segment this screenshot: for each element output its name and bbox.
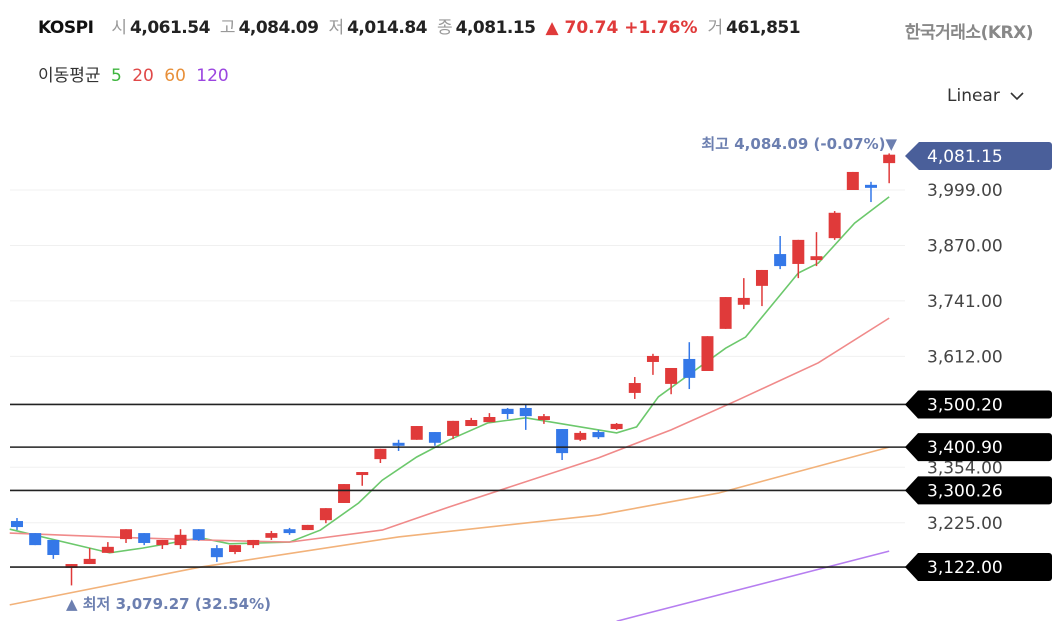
candle-up	[846, 171, 859, 190]
candle-up	[610, 423, 623, 430]
price-line-tag	[905, 476, 1052, 505]
candle-down	[774, 254, 787, 267]
chevron-down-icon	[1010, 91, 1024, 100]
change-percent: +1.76%	[624, 18, 698, 38]
candle-down	[864, 184, 877, 188]
candle-up	[755, 269, 768, 286]
high-label: 고	[219, 18, 236, 38]
candle-up	[628, 383, 641, 393]
candle-up	[665, 367, 678, 384]
candle-down	[501, 408, 514, 414]
candle-up	[646, 355, 659, 362]
min-price-label: ▲ 최저 3,079.27 (32.54%)	[66, 595, 271, 613]
change-value: ▲ 70.74	[545, 18, 619, 38]
max-price-label: 최고 4,084.09 (-0.07%)▼	[701, 135, 897, 153]
candle-up	[83, 558, 96, 565]
open-label: 시	[111, 18, 128, 38]
candle-up	[737, 297, 750, 305]
candle-up	[719, 297, 732, 329]
ma-5[interactable]: 5	[110, 66, 122, 86]
close-value: 4,081.15	[455, 18, 536, 38]
candle-up	[483, 416, 496, 423]
ma-line-5	[9, 196, 890, 554]
y-tick-label: 3,741.00	[927, 292, 1003, 312]
candle-down	[428, 432, 441, 443]
candle-down	[192, 529, 205, 540]
candle-up	[828, 212, 841, 239]
candle-up	[65, 564, 78, 568]
candle-up	[120, 529, 133, 540]
candle-up	[301, 524, 314, 531]
candle-down	[683, 358, 696, 378]
candle-up	[537, 416, 550, 421]
moving-average-legend: 이동평균 5 20 60 120	[38, 61, 234, 86]
close-label: 종	[436, 18, 453, 38]
price-line-label: 3,400.90	[927, 438, 1003, 458]
ma-60[interactable]: 60	[164, 66, 186, 86]
candle-down	[47, 539, 60, 556]
y-tick-label: 3,225.00	[927, 514, 1003, 534]
ma-20[interactable]: 20	[132, 66, 154, 86]
y-tick-label: 3,354.00	[927, 458, 1003, 478]
candle-up	[174, 534, 187, 546]
candle-up	[701, 336, 714, 371]
candle-down	[138, 533, 151, 543]
candle-up	[374, 448, 387, 460]
y-tick-label: 3,612.00	[927, 347, 1003, 367]
candle-up	[156, 539, 169, 546]
exchange-name: 한국거래소(KRX)	[904, 23, 1034, 43]
candle-up	[465, 420, 478, 427]
price-line-label: 3,500.20	[927, 395, 1003, 415]
price-line-label: 3,300.26	[927, 481, 1003, 501]
ma-line-20	[9, 317, 890, 543]
candle-up	[410, 426, 423, 440]
candle-up	[792, 239, 805, 264]
y-tick-label: 3,870.00	[927, 236, 1003, 256]
ma-line-120	[616, 550, 890, 621]
candle-up	[574, 432, 587, 440]
candle-up	[247, 539, 260, 546]
candle-down	[29, 533, 42, 546]
candle-up	[229, 545, 242, 552]
candle-up	[356, 472, 369, 476]
low-value: 4,014.84	[347, 18, 427, 38]
high-value: 4,084.09	[238, 18, 319, 38]
price-line-label: 3,122.00	[927, 558, 1003, 578]
candle-up	[265, 533, 278, 538]
ma-line-60	[9, 446, 890, 606]
scale-value: Linear	[947, 86, 1000, 106]
candle-up	[447, 420, 460, 436]
candle-down	[392, 442, 405, 446]
volume-label: 거	[707, 18, 724, 38]
candle-up	[810, 256, 823, 261]
price-line-tag	[905, 390, 1052, 419]
candle-down	[592, 432, 605, 438]
candle-up	[319, 508, 332, 521]
volume-value: 461,851	[726, 18, 801, 38]
open-value: 4,061.54	[130, 18, 210, 38]
current-price-tag	[905, 142, 1052, 170]
low-label: 저	[328, 18, 345, 38]
current-price-label: 4,081.15	[927, 147, 1003, 167]
candle-up	[101, 546, 114, 553]
y-tick-label: 3,999.00	[927, 181, 1003, 201]
symbol: KOSPI	[38, 18, 94, 38]
candle-down	[556, 429, 569, 454]
ma-120[interactable]: 120	[196, 66, 229, 86]
scale-dropdown[interactable]: Linear	[947, 86, 1024, 106]
candle-up	[338, 484, 351, 503]
ma-label: 이동평균	[38, 66, 101, 86]
price-line-tag	[905, 433, 1052, 462]
candle-down	[519, 407, 532, 417]
candle-up	[883, 154, 896, 164]
price-line-tag	[905, 553, 1052, 582]
candle-down	[210, 548, 223, 558]
candle-down	[283, 529, 296, 534]
quote-header: KOSPI 시 4,061.54 고 4,084.09 저 4,014.84 종…	[38, 13, 810, 38]
candle-down	[11, 521, 23, 528]
